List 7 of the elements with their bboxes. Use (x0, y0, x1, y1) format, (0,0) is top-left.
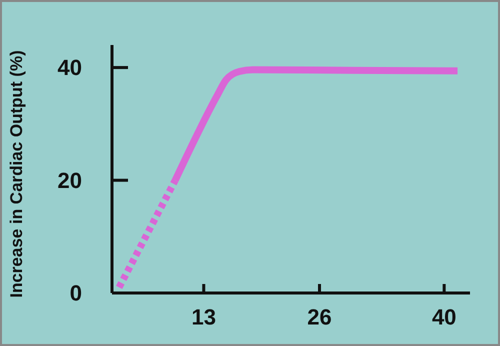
y-axis-title: Increase in Cardiac Output (%) (7, 50, 26, 298)
x-tick-label: 40 (432, 304, 456, 330)
x-tick-label: 13 (191, 304, 216, 330)
x-tick-label: 26 (307, 304, 332, 330)
y-tick-label: 40 (58, 55, 82, 80)
y-tick-label: 0 (70, 280, 82, 306)
y-tick-label: 20 (58, 168, 82, 193)
